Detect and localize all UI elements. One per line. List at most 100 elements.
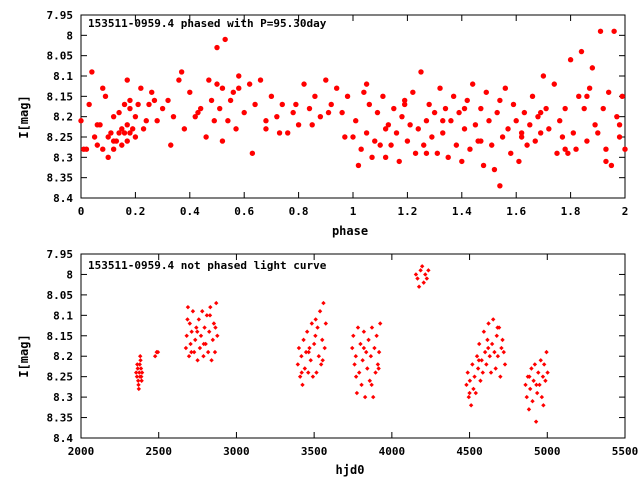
phased-data-point [374,109,381,116]
phased-data-point [102,93,109,100]
phased-data-point [236,73,242,79]
unphased-data-point [493,366,498,371]
phased-xtick-label: 1 [350,205,357,218]
unphased-data-point [189,349,194,355]
phased-data-point [595,130,601,136]
phased-data-point [353,118,359,124]
phased-data-point [197,105,204,112]
phased-xtick-label: 0.8 [289,205,309,218]
phased-data-point [440,118,446,124]
unphased-data-point [196,317,202,322]
unphased-data-point [424,276,430,281]
phased-data-point [472,122,479,128]
unphased-data-point [191,349,197,355]
unphased-data-point [480,370,485,375]
unphased-data-point [134,374,140,379]
unphased-data-point [311,341,317,347]
phased-data-point [168,142,174,148]
phased-data-point [78,118,84,124]
unphased-data-point [200,309,205,314]
phased-data-point [127,130,133,136]
phased-data-point [565,150,571,156]
unphased-data-point [186,354,192,359]
phased-data-point [119,126,125,132]
unphased-panel-xlabel: hjd0 [336,463,365,477]
unphased-data-point [537,382,542,388]
phased-data-point [404,138,411,144]
phased-data-point [206,77,212,83]
phased-data-point [410,89,416,95]
unphased-data-point [301,337,306,343]
phased-data-point [100,146,106,152]
phased-data-point [480,162,487,169]
phased-data-point [448,118,454,124]
phased-data-point [339,109,345,116]
phased-data-point [510,101,517,108]
unphased-xtick-label: 2500 [145,445,172,458]
phased-data-point [584,138,590,144]
phased-data-point [576,93,582,100]
phased-data-point [309,122,315,128]
unphased-data-point [299,354,304,359]
unphased-data-point [481,329,487,334]
unphased-xtick-label: 4000 [379,445,406,458]
unphased-data-point [498,374,503,379]
unphased-xtick-label: 5000 [534,445,561,458]
phased-data-point [366,101,373,108]
unphased-data-point [545,370,550,375]
phased-data-point [217,105,223,112]
phased-data-point [437,85,443,91]
phased-data-point [489,142,495,148]
unphased-data-point [364,349,369,355]
unphased-data-point [421,280,426,285]
phased-data-point [543,105,549,112]
unphased-data-point [361,345,367,351]
phased-ytick-label: 8.05 [47,50,74,63]
unphased-data-point [540,374,546,379]
unphased-data-point [531,378,536,383]
unphased-data-point [201,354,206,359]
phased-data-point [377,142,383,148]
phased-data-point [614,113,620,120]
unphased-data-point [357,370,362,375]
phased-data-point [464,97,470,104]
unphased-data-point [138,366,144,371]
unphased-data-point [524,394,529,400]
phased-data-point [537,109,544,116]
phased-data-point [263,118,269,124]
phased-data-point [562,146,568,152]
phased-data-point [622,146,628,152]
unphased-data-point [316,354,322,359]
phased-data-point [391,105,397,112]
phased-ytick-label: 8.3 [53,151,73,164]
phased-data-point [581,105,587,112]
phased-data-point [426,101,432,108]
phased-data-point [176,77,182,83]
phased-data-point [445,154,451,161]
phased-xtick-label: 0.2 [125,205,145,218]
unphased-data-point [475,366,481,371]
phased-data-point [518,134,525,140]
unphased-panel-ylabel: I[mag] [17,334,31,377]
unphased-data-point [135,362,140,367]
phased-data-point [486,118,492,124]
unphased-data-point [189,329,194,334]
phased-data-point [611,28,617,34]
unphased-data-point [482,349,488,355]
phased-data-point [230,89,237,95]
unphased-data-point [303,349,309,355]
phased-data-point [537,130,544,136]
unphased-data-point [195,358,200,363]
unphased-data-point [485,337,490,343]
unphased-data-point [297,374,303,379]
phased-panel-ylabel: I[mag] [17,95,31,138]
unphased-data-point [416,284,422,289]
phased-data-point [355,162,362,169]
phased-ytick-label: 8.1 [53,70,73,83]
unphased-data-point [502,362,508,367]
unphased-ytick-label: 8.1 [53,309,73,322]
unphased-data-point [135,366,140,371]
phased-data-point [372,138,378,144]
unphased-data-point [365,366,370,371]
